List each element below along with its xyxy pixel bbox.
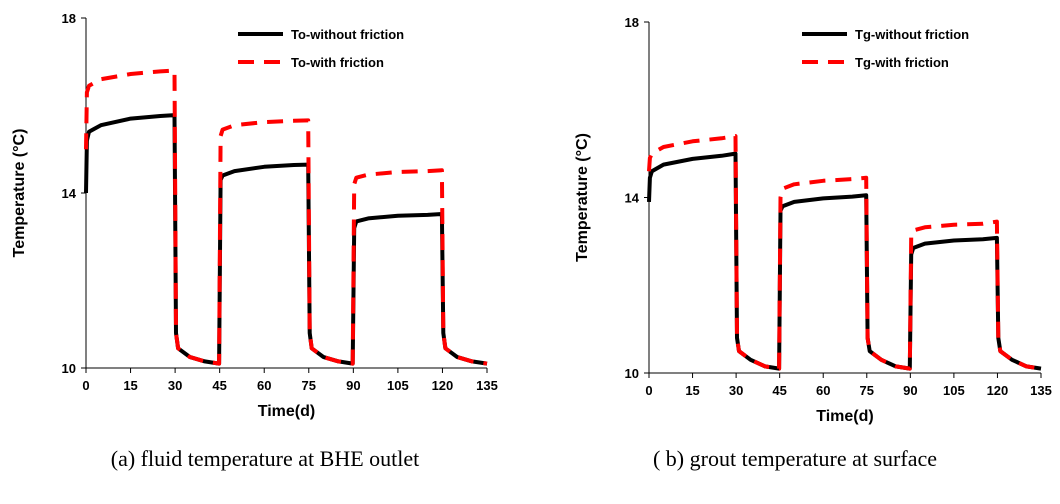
x-tick-label: 135 — [1030, 383, 1052, 398]
chart-b-svg: 10 14 18 0 15 30 45 60 75 90 105 120 135 Time(d) Tempe… — [574, 15, 1052, 425]
x-tick-label: 15 — [685, 383, 699, 398]
y-axis-title: Temperature (°C) — [574, 133, 591, 262]
y-tick-label: 10 — [625, 366, 639, 381]
legend-label-1: To-without friction — [291, 27, 404, 42]
y-tick-label: 18 — [625, 15, 639, 30]
x-tick-label: 135 — [476, 378, 498, 393]
legend-label-2: Tg-with friction — [855, 55, 949, 70]
x-tick-label: 75 — [860, 383, 874, 398]
x-tick-label: 30 — [729, 383, 743, 398]
x-axis-title: Time(d) — [258, 403, 315, 420]
x-tick-label: 30 — [168, 378, 182, 393]
legend-label-2: To-with friction — [291, 55, 384, 70]
x-tick-label: 90 — [903, 383, 917, 398]
x-tick-label: 90 — [346, 378, 360, 393]
x-tick-label: 120 — [432, 378, 454, 393]
x-tick-label: 60 — [257, 378, 271, 393]
series-line-1 — [84, 113, 488, 366]
y-tick-label: 18 — [62, 11, 76, 26]
x-tick-label: 45 — [212, 378, 226, 393]
y-tick-label: 10 — [62, 361, 76, 376]
caption-b: ( b) grout temperature at surface — [652, 446, 938, 471]
x-axis-title: Time(d) — [816, 408, 873, 425]
chart-panel-a: 10 14 18 0 15 30 45 60 75 90 105 120 135 Time(d) Tempe… — [11, 11, 498, 420]
x-tick-label: 60 — [816, 383, 830, 398]
series-line-1 — [647, 151, 1042, 371]
x-tick-label: 0 — [82, 378, 89, 393]
chart-a-svg: 10 14 18 0 15 30 45 60 75 90 105 120 135 Time(d) Tempe… — [11, 11, 498, 420]
series-line-2 — [84, 68, 488, 366]
caption-a: (a) fluid temperature at BHE outlet — [110, 446, 420, 471]
chart-panel-b: 10 14 18 0 15 30 45 60 75 90 105 120 135 Time(d) Tempe… — [530, 0, 1060, 504]
x-tick-label: 105 — [387, 378, 409, 393]
y-axis-title: Temperature (°C) — [11, 129, 28, 258]
x-tick-label: 0 — [645, 383, 652, 398]
x-tick-label: 15 — [123, 378, 137, 393]
x-tick-label: 45 — [772, 383, 786, 398]
x-tick-label: 75 — [302, 378, 316, 393]
x-tick-label: 105 — [943, 383, 965, 398]
series-line-2 — [647, 134, 1042, 371]
legend-label-1: Tg-without friction — [855, 27, 969, 42]
x-tick-label: 120 — [987, 383, 1009, 398]
y-tick-label: 14 — [625, 191, 640, 206]
y-tick-label: 14 — [62, 186, 77, 201]
